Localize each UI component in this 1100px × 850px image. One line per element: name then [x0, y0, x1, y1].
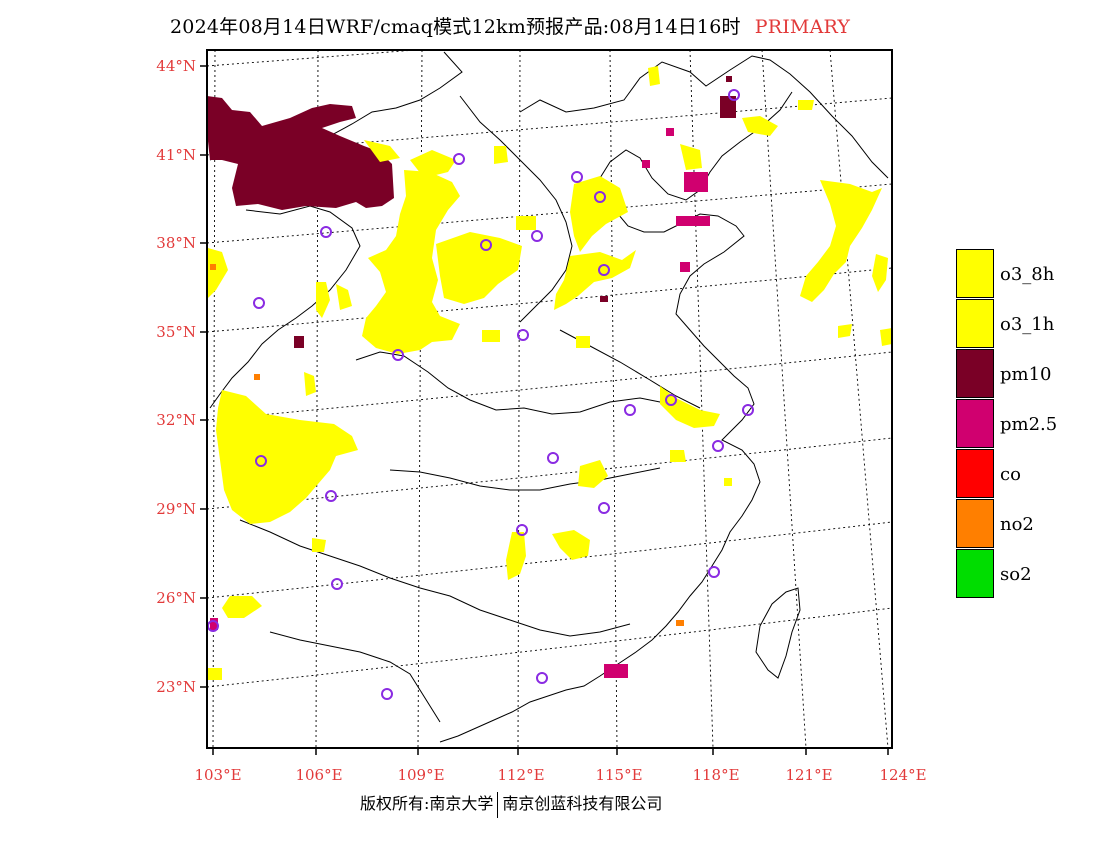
city-marker — [255, 455, 267, 467]
footer-divider — [497, 791, 499, 818]
lat-label-29n: 29°N — [156, 500, 196, 518]
city-marker — [598, 502, 610, 514]
axis-ticks — [200, 65, 889, 755]
lat-label-44n: 44°N — [156, 57, 196, 75]
legend-label: pm2.5 — [1000, 413, 1058, 435]
lat-label-41n: 41°N — [156, 146, 196, 164]
legend-item-co: co — [956, 449, 1057, 499]
city-marker — [665, 394, 677, 406]
copyright-company: 南京创蓝科技有限公司 — [502, 794, 663, 813]
city-marker — [331, 578, 343, 590]
boundaries — [209, 51, 889, 743]
legend-swatch — [956, 449, 994, 498]
city-marker — [594, 191, 606, 203]
copyright-owner: 版权所有:南京大学 — [360, 794, 494, 813]
lat-label-35n: 35°N — [156, 323, 196, 341]
legend-item-o3-8h: o3_8h — [956, 249, 1057, 299]
city-marker — [712, 440, 724, 452]
city-marker — [392, 349, 404, 361]
pm10-areas — [207, 76, 736, 348]
city-marker — [381, 688, 393, 700]
city-marker — [531, 230, 543, 242]
legend-swatch — [956, 499, 994, 548]
city-marker — [708, 566, 720, 578]
o3-areas — [208, 66, 892, 680]
pm25-areas — [210, 128, 710, 678]
lon-label-112e: 112°E — [497, 766, 544, 784]
lon-label-106e: 106°E — [295, 766, 342, 784]
city-marker — [624, 404, 636, 416]
city-marker — [536, 672, 548, 684]
city-marker — [547, 452, 559, 464]
city-marker — [453, 153, 465, 165]
city-marker — [480, 239, 492, 251]
no2-areas — [210, 264, 684, 626]
lon-label-124e: 124°E — [879, 766, 926, 784]
map-content — [207, 50, 892, 748]
legend: o3_8h o3_1h pm10 pm2.5 co no2 so2 — [956, 249, 1057, 599]
city-marker — [742, 404, 754, 416]
copyright-footer: 版权所有:南京大学 南京创蓝科技有限公司 — [360, 790, 662, 818]
legend-item-pm10: pm10 — [956, 349, 1057, 399]
legend-label: o3_1h — [1000, 313, 1055, 335]
lat-label-38n: 38°N — [156, 234, 196, 252]
legend-swatch — [956, 399, 994, 448]
legend-item-o3-1h: o3_1h — [956, 299, 1057, 349]
city-marker — [325, 490, 337, 502]
legend-label: no2 — [1000, 513, 1034, 535]
city-marker — [253, 297, 265, 309]
legend-label: co — [1000, 463, 1021, 485]
legend-item-no2: no2 — [956, 499, 1057, 549]
chart-title: 2024年08月14日WRF/cmaq模式12km预报产品:08月14日16时 P… — [170, 12, 850, 39]
lat-label-23n: 23°N — [156, 678, 196, 696]
lat-label-32n: 32°N — [156, 411, 196, 429]
legend-swatch — [956, 299, 994, 348]
city-marker — [728, 89, 740, 101]
legend-label: pm10 — [1000, 363, 1052, 385]
city-marker — [598, 264, 610, 276]
city-marker — [517, 329, 529, 341]
map-frame — [206, 49, 893, 749]
lon-label-118e: 118°E — [692, 766, 739, 784]
city-markers — [207, 89, 754, 700]
legend-swatch — [956, 349, 994, 398]
city-marker — [571, 171, 583, 183]
lat-label-26n: 26°N — [156, 589, 196, 607]
legend-swatch — [956, 549, 994, 598]
city-marker — [320, 226, 332, 238]
legend-label: so2 — [1000, 563, 1032, 585]
city-marker — [516, 524, 528, 536]
legend-label: o3_8h — [1000, 263, 1055, 285]
lon-label-121e: 121°E — [785, 766, 832, 784]
lon-label-109e: 109°E — [397, 766, 444, 784]
legend-swatch — [956, 249, 994, 298]
lon-label-115e: 115°E — [595, 766, 642, 784]
lon-label-103e: 103°E — [194, 766, 241, 784]
primary-tag: PRIMARY — [754, 16, 851, 38]
title-text: 2024年08月14日WRF/cmaq模式12km预报产品:08月14日16时 — [170, 16, 741, 38]
legend-item-so2: so2 — [956, 549, 1057, 599]
legend-item-pm25: pm2.5 — [956, 399, 1057, 449]
